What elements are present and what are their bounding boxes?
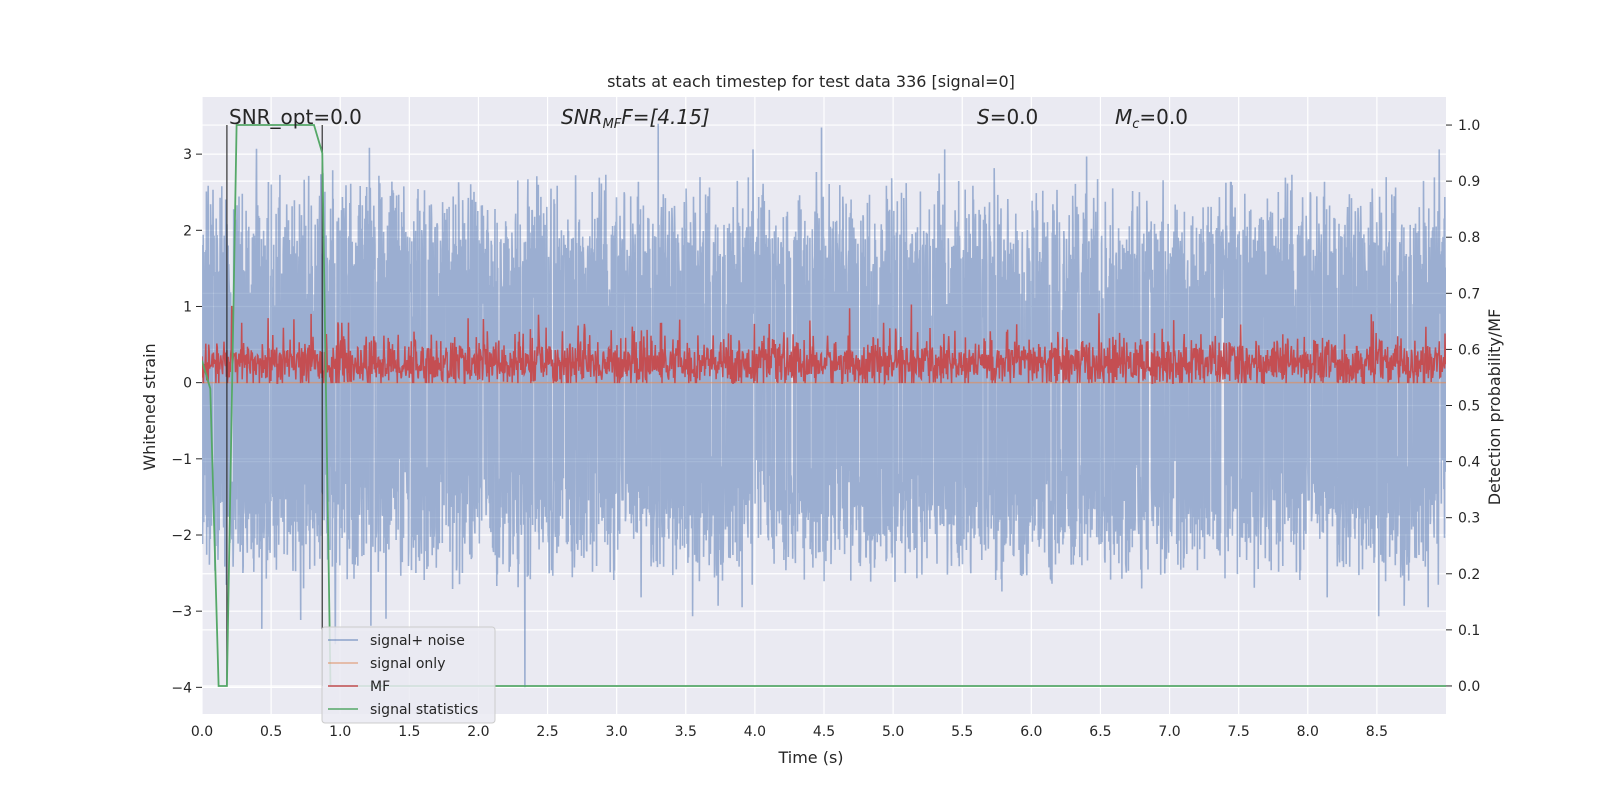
y-right-tick-label: 0.5: [1458, 399, 1480, 415]
x-tick-label: 8.0: [1297, 724, 1319, 740]
y-right-tick-label: 0.0: [1458, 679, 1480, 695]
legend: signal+ noise signal only MF signal stat…: [321, 626, 496, 724]
y-tick-label: 2: [183, 223, 192, 239]
series-mf: [202, 304, 1446, 386]
y-right-tick-label: 0.1: [1458, 623, 1480, 639]
y-tick-label: 0: [183, 376, 192, 392]
y-tick-label: −1: [171, 452, 192, 468]
chart-title: stats at each timestep for test data 336…: [607, 72, 1015, 91]
mc-value: =0.0: [1139, 105, 1188, 129]
x-tick-label: 1.0: [329, 724, 351, 740]
y-tick-label: −4: [171, 680, 192, 696]
ticks-layer: 0.0 0.5 1.0 1.5 2.0 2.5 3.0 3.5 4.0 4.5 5.0 5.5 6.0 6…: [171, 118, 1480, 740]
y-right-tick-label: 0.3: [1458, 511, 1480, 527]
x-tick-label: 4.0: [744, 724, 766, 740]
legend-label-signal-noise: signal+ noise: [370, 633, 465, 649]
y-tick-label: −3: [171, 604, 192, 620]
y-right-tick-label: 0.6: [1458, 342, 1480, 358]
snr-mf-annotation: SNRMFF=[4.15]: [561, 105, 710, 132]
mc-annotation: Mc=0.0: [1115, 105, 1188, 132]
y-right-tick-label: 0.8: [1458, 230, 1480, 246]
y-tick-label: 1: [183, 299, 192, 315]
mc-sub: c: [1132, 117, 1139, 132]
x-tick-label: 3.0: [606, 724, 628, 740]
s-var: S: [977, 105, 990, 129]
y-right-tick-label: 0.9: [1458, 174, 1480, 190]
y-right-tick-label: 0.2: [1458, 567, 1480, 583]
x-tick-label: 4.5: [813, 724, 835, 740]
y-axis-right-label: Detection probability/MF: [1485, 309, 1504, 506]
x-tick-label: 5.0: [882, 724, 904, 740]
legend-label-signal-statistics: signal statistics: [370, 702, 478, 718]
x-tick-label: 3.5: [675, 724, 697, 740]
x-tick-label: 2.5: [536, 724, 558, 740]
x-tick-label: 1.5: [398, 724, 420, 740]
y-right-tick-label: 0.7: [1458, 286, 1480, 302]
x-tick-label: 7.5: [1228, 724, 1250, 740]
series-layer: [202, 123, 1446, 688]
x-tick-label: 0.0: [191, 724, 213, 740]
y-right-tick-label: 1.0: [1458, 118, 1480, 134]
x-tick-label: 6.5: [1089, 724, 1111, 740]
x-axis-label: Time (s): [777, 748, 843, 767]
x-tick-label: 8.5: [1366, 724, 1388, 740]
legend-box: [321, 626, 496, 724]
snr-opt-annotation: SNR_opt=0.0: [229, 105, 362, 129]
y-right-tick-label: 0.4: [1458, 455, 1480, 471]
series-signal-noise: [202, 123, 1446, 688]
x-tick-label: 7.0: [1158, 724, 1180, 740]
x-tick-label: 6.0: [1020, 724, 1042, 740]
snr-mf-sub: MF: [603, 117, 622, 132]
s-annotation: S=0.0: [977, 105, 1038, 129]
x-tick-label: 0.5: [260, 724, 282, 740]
y-axis-label: Whitened strain: [140, 343, 159, 470]
s-value: =0.0: [990, 105, 1039, 129]
series-signal-statistics: [202, 124, 1446, 687]
snr-mf-main: SNR: [561, 105, 603, 129]
x-tick-label: 2.0: [467, 724, 489, 740]
y-tick-label: −2: [171, 528, 192, 544]
mc-var: M: [1115, 105, 1132, 129]
x-tick-label: 5.5: [951, 724, 973, 740]
y-tick-label: 3: [183, 147, 192, 163]
legend-label-mf: MF: [370, 679, 390, 695]
legend-label-signal-only: signal only: [370, 656, 445, 672]
snr-mf-value: F=[4.15]: [621, 105, 709, 129]
